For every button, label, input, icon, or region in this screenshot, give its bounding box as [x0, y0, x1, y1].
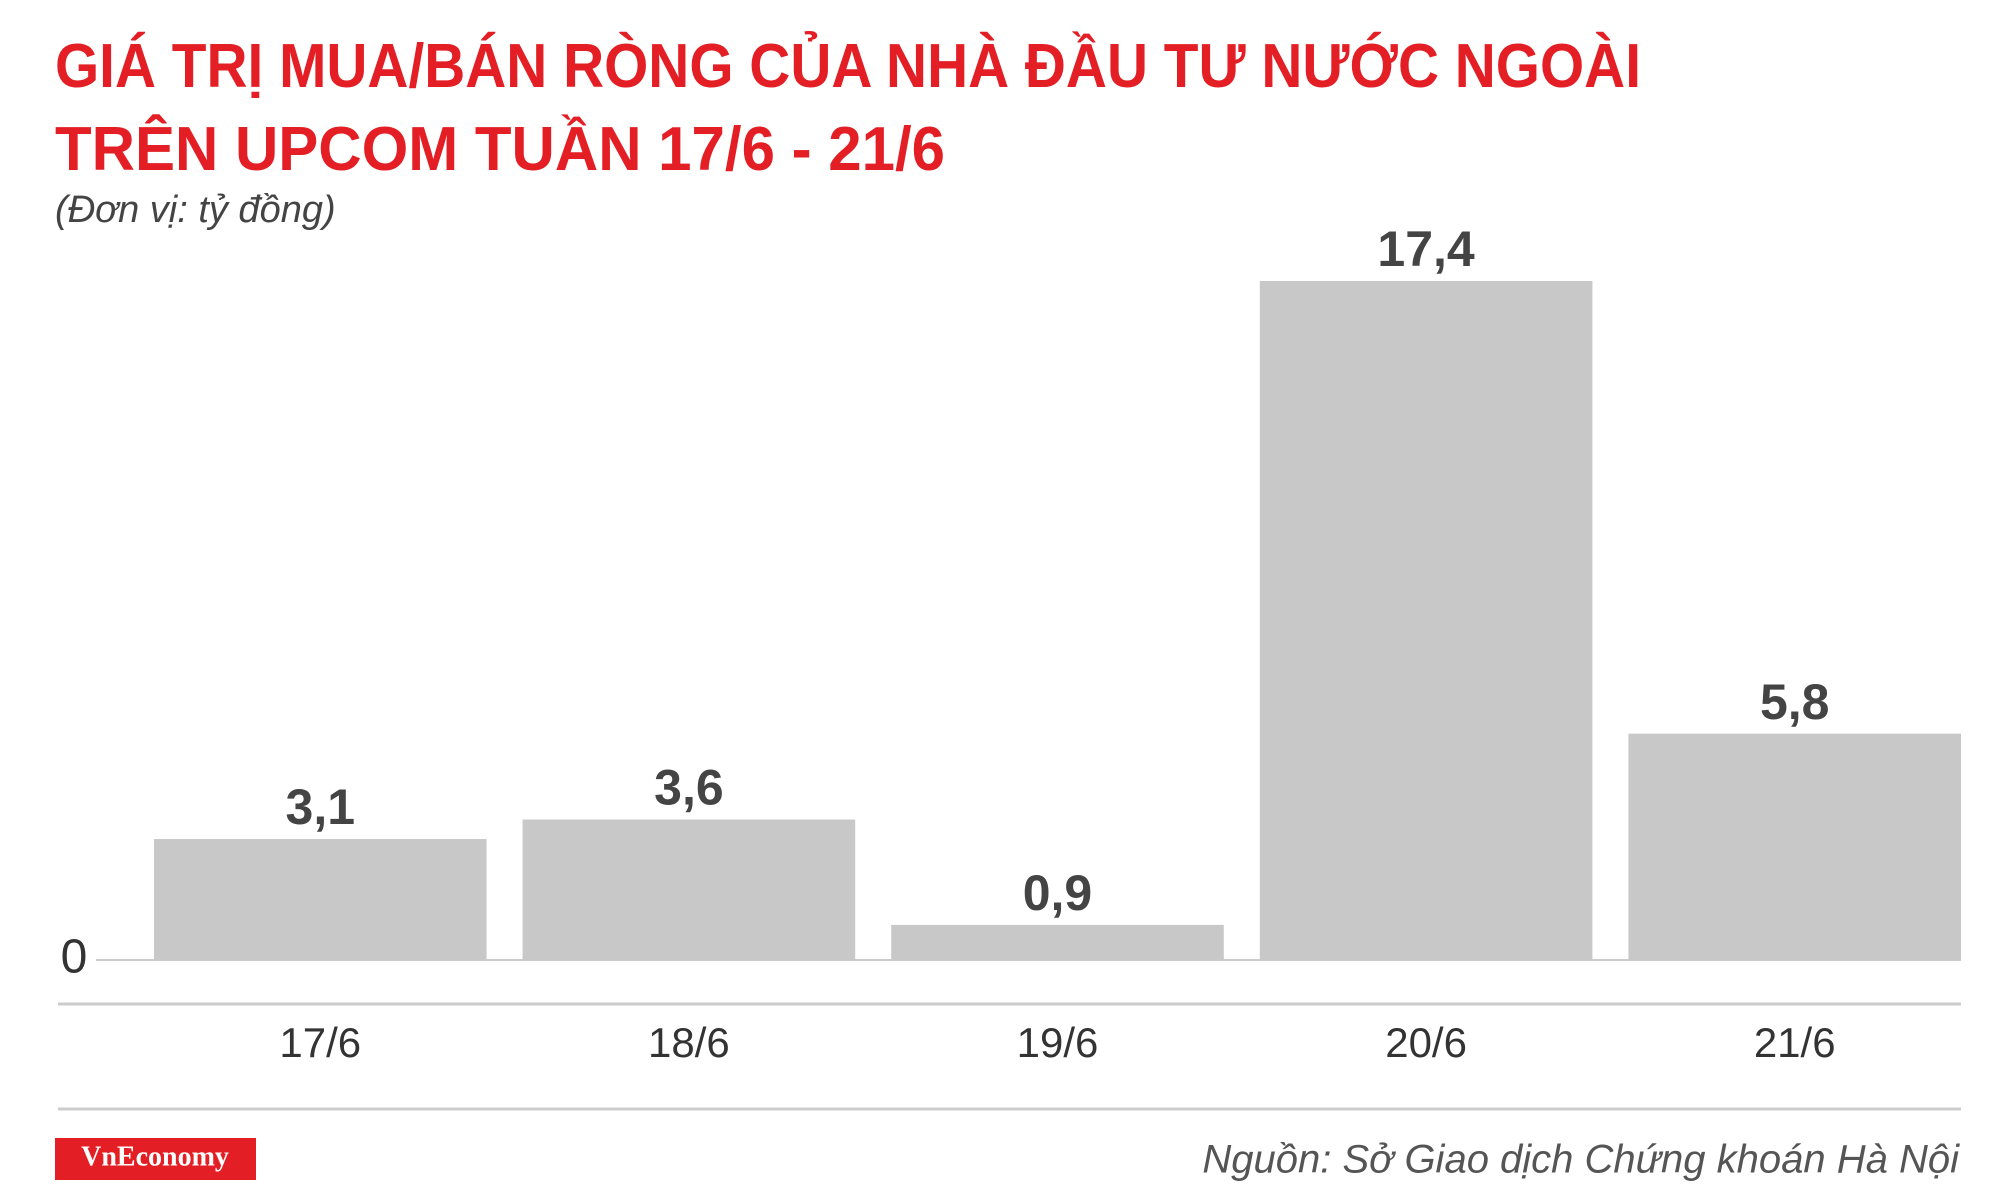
x-tick-label: 18/6 [648, 1019, 730, 1066]
chart-title: GIÁ TRỊ MUA/BÁN RÒNG CỦA NHÀ ĐẦU TƯ NƯỚC… [55, 32, 1641, 101]
bar [891, 924, 1224, 960]
logo: VnEconomy [81, 1141, 229, 1172]
source: Nguồn: Sở Giao dịch Chứng khoán Hà Nội [1202, 1138, 1960, 1182]
bar [522, 819, 856, 960]
x-tick-label: 19/6 [1017, 1019, 1099, 1066]
value-label: 3,6 [654, 760, 724, 816]
value-label: 3,1 [286, 779, 356, 835]
y-tick-label: 0 [61, 931, 88, 984]
chart-title: TRÊN UPCOM TUẦN 17/6 - 21/6 [55, 115, 945, 184]
value-label: 5,8 [1760, 674, 1830, 730]
logo-box [55, 1138, 256, 1180]
chart-subtitle: (Đơn vị: tỷ đồng) [55, 189, 336, 231]
value-label: 0,9 [1023, 865, 1093, 921]
x-tick-label: 21/6 [1754, 1019, 1836, 1066]
value-label: 17,4 [1377, 221, 1475, 277]
x-tick-label: 20/6 [1385, 1019, 1467, 1066]
bar [1259, 281, 1593, 960]
x-tick-label: 17/6 [279, 1019, 361, 1066]
bar [1628, 733, 1961, 960]
bar [154, 839, 487, 960]
